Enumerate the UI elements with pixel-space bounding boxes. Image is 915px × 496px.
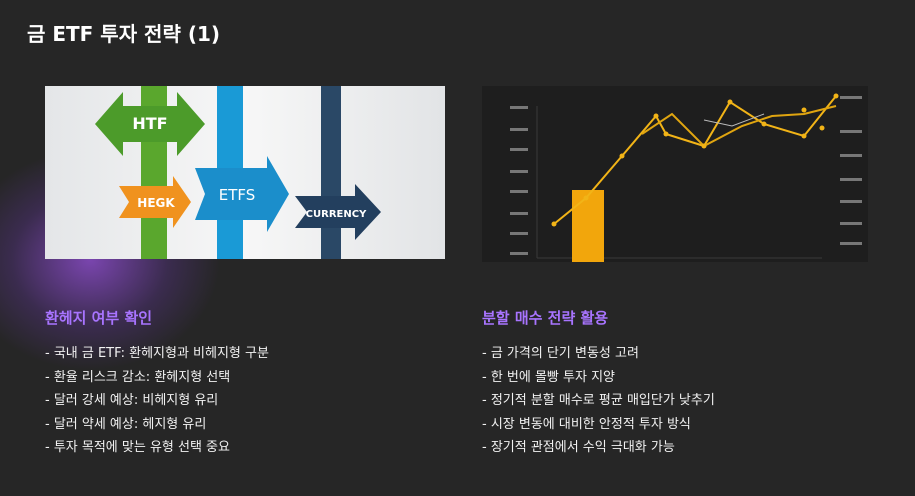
bullet-item: - 달러 약세 예상: 헤지형 유리: [45, 416, 207, 432]
image-label: CURRENCY: [306, 209, 367, 220]
bullet-item: - 환율 리스크 감소: 환헤지형 선택: [45, 369, 231, 385]
column-heading: 분할 매수 전략 활용: [482, 309, 609, 327]
column-heading: 환헤지 여부 확인: [45, 309, 153, 327]
bullet-item: - 정기적 분할 매수로 평균 매입단가 낮추기: [482, 393, 715, 408]
bullet-list: - 국내 금 ETF: 환헤지형과 비헤지형 구분 - 환율 리스크 감소: 환헤…: [45, 342, 269, 460]
bullet-item: - 국내 금 ETF: 환헤지형과 비헤지형 구분: [45, 346, 269, 361]
bullet-item: - 투자 목적에 맞는 유형 선택 중요: [45, 440, 230, 455]
bullet-list: - 금 가격의 단기 변동성 고려 - 한 번에 몰빵 투자 지양 - 정기적 분할…: [482, 342, 715, 460]
slide-title: 금 ETF 투자 전략 (1): [27, 22, 221, 46]
bullet-item: - 달러 강세 예상: 비헤지형 유리: [45, 393, 219, 408]
image-label: HEGK: [137, 196, 175, 210]
bullet-item: - 금 가격의 단기 변동성 고려: [482, 346, 639, 361]
image-label: HTF: [132, 114, 167, 133]
bullet-item: - 한 번에 몰빵 투자 지양: [482, 369, 615, 385]
bullet-item: - 시장 변동에 대비한 안정적 투자 방식: [482, 416, 691, 432]
chart-illustration: [482, 86, 868, 262]
arrows-illustration: HTF HEGK ETFS CURRENCY: [45, 86, 445, 259]
bullet-item: - 장기적 관점에서 수익 극대화 가능: [482, 440, 675, 455]
image-label: ETFS: [219, 186, 256, 204]
